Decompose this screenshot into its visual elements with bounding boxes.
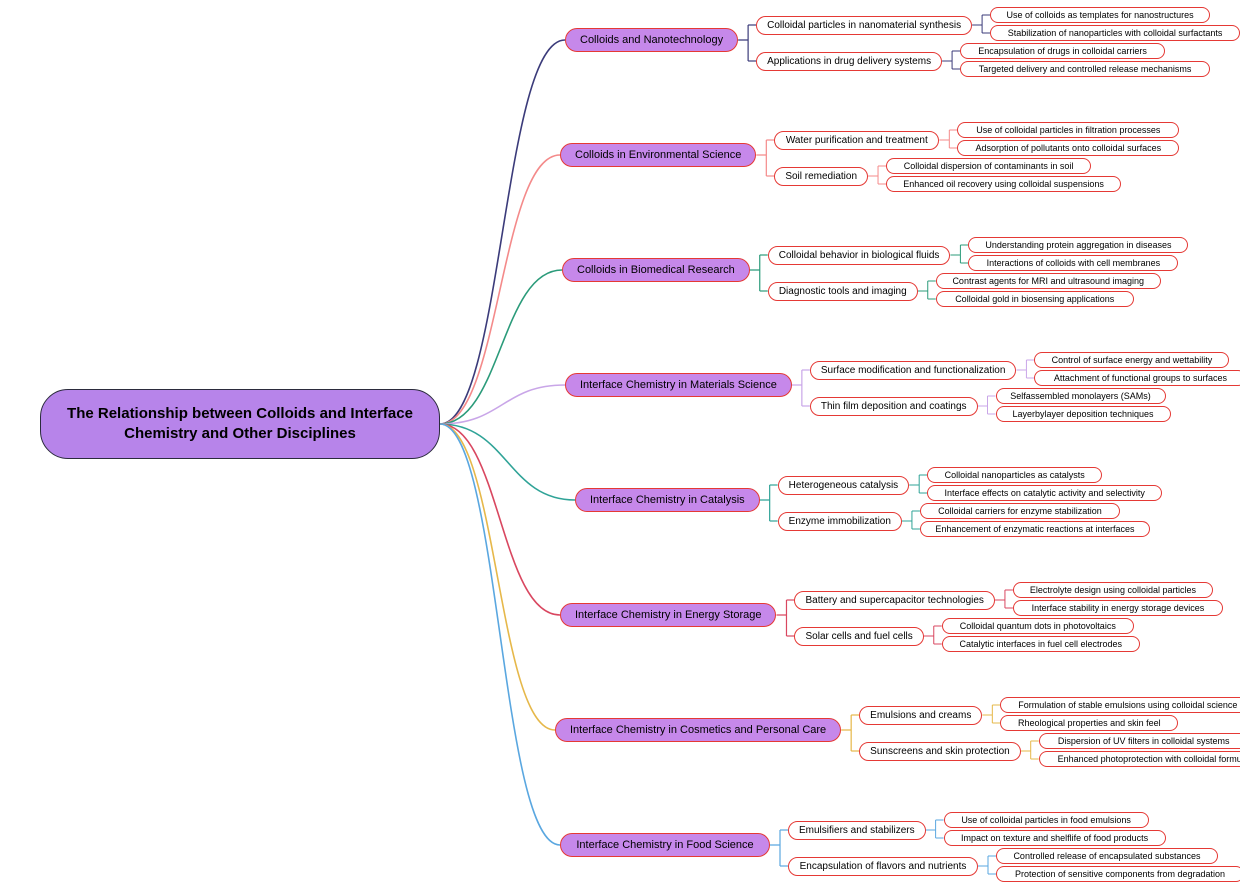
b0: Colloids and Nanotechnology (565, 28, 738, 52)
b5-sub0-leaf0: Electrolyte design using colloidal parti… (1013, 582, 1213, 598)
b6: Interface Chemistry in Cosmetics and Per… (555, 718, 841, 742)
b6-sub1: Sunscreens and skin protection (859, 742, 1021, 761)
b6-sub0: Emulsions and creams (859, 706, 982, 725)
b5-sub1-leaf1: Catalytic interfaces in fuel cell electr… (942, 636, 1140, 652)
b3-sub1-leaf1: Layerbylayer deposition techniques (996, 406, 1171, 422)
b5-sub1-leaf0: Colloidal quantum dots in photovoltaics (942, 618, 1134, 634)
b3-sub0-leaf0: Control of surface energy and wettabilit… (1034, 352, 1229, 368)
b5: Interface Chemistry in Energy Storage (560, 603, 776, 627)
b6-sub1-leaf1: Enhanced photoprotection with colloidal … (1039, 751, 1240, 767)
b3: Interface Chemistry in Materials Science (565, 373, 792, 397)
b2-sub1-leaf0: Contrast agents for MRI and ultrasound i… (936, 273, 1161, 289)
b2-sub0: Colloidal behavior in biological fluids (768, 246, 951, 265)
b7-sub0: Emulsifiers and stabilizers (788, 821, 926, 840)
b1: Colloids in Environmental Science (560, 143, 756, 167)
b6-sub0-leaf1: Rheological properties and skin feel (1000, 715, 1178, 731)
b3-sub1-leaf0: Selfassembled monolayers (SAMs) (996, 388, 1166, 404)
b2-sub1-leaf1: Colloidal gold in biosensing application… (936, 291, 1134, 307)
b4: Interface Chemistry in Catalysis (575, 488, 760, 512)
b6-sub1-leaf0: Dispersion of UV filters in colloidal sy… (1039, 733, 1240, 749)
b7-sub1-leaf1: Protection of sensitive components from … (996, 866, 1240, 882)
b2-sub1: Diagnostic tools and imaging (768, 282, 918, 301)
b0-sub0-leaf1: Stabilization of nanoparticles with coll… (990, 25, 1240, 41)
b1-sub0-leaf1: Adsorption of pollutants onto colloidal … (957, 140, 1179, 156)
b1-sub0-leaf0: Use of colloidal particles in filtration… (957, 122, 1179, 138)
b3-sub0-leaf1: Attachment of functional groups to surfa… (1034, 370, 1240, 386)
b0-sub1-leaf0: Encapsulation of drugs in colloidal carr… (960, 43, 1165, 59)
b0-sub1-leaf1: Targeted delivery and controlled release… (960, 61, 1210, 77)
root-node: The Relationship between Colloids and In… (40, 389, 440, 460)
b1-sub1-leaf0: Colloidal dispersion of contaminants in … (886, 158, 1091, 174)
b0-sub0-leaf0: Use of colloids as templates for nanostr… (990, 7, 1210, 23)
b4-sub0: Heterogeneous catalysis (778, 476, 910, 495)
b3-sub0: Surface modification and functionalizati… (810, 361, 1017, 380)
b4-sub0-leaf1: Interface effects on catalytic activity … (927, 485, 1162, 501)
b1-sub0: Water purification and treatment (774, 131, 939, 150)
b1-sub1-leaf1: Enhanced oil recovery using colloidal su… (886, 176, 1121, 192)
b0-sub1: Applications in drug delivery systems (756, 52, 942, 71)
b3-sub1: Thin film deposition and coatings (810, 397, 978, 416)
b2-sub0-leaf0: Understanding protein aggregation in dis… (968, 237, 1188, 253)
b5-sub0-leaf1: Interface stability in energy storage de… (1013, 600, 1223, 616)
b4-sub1-leaf1: Enhancement of enzymatic reactions at in… (920, 521, 1150, 537)
b0-sub0: Colloidal particles in nanomaterial synt… (756, 16, 972, 35)
b1-sub1: Soil remediation (774, 167, 868, 186)
b2: Colloids in Biomedical Research (562, 258, 750, 282)
b5-sub0: Battery and supercapacitor technologies (794, 591, 994, 610)
b7: Interface Chemistry in Food Science (560, 833, 770, 857)
b6-sub0-leaf0: Formulation of stable emulsions using co… (1000, 697, 1240, 713)
b2-sub0-leaf1: Interactions of colloids with cell membr… (968, 255, 1178, 271)
b4-sub0-leaf0: Colloidal nanoparticles as catalysts (927, 467, 1102, 483)
b5-sub1: Solar cells and fuel cells (794, 627, 923, 646)
b4-sub1-leaf0: Colloidal carriers for enzyme stabilizat… (920, 503, 1120, 519)
b4-sub1: Enzyme immobilization (778, 512, 902, 531)
b7-sub0-leaf0: Use of colloidal particles in food emuls… (944, 812, 1149, 828)
b7-sub1: Encapsulation of flavors and nutrients (788, 857, 978, 876)
b7-sub0-leaf1: Impact on texture and shelflife of food … (944, 830, 1166, 846)
b7-sub1-leaf0: Controlled release of encapsulated subst… (996, 848, 1218, 864)
